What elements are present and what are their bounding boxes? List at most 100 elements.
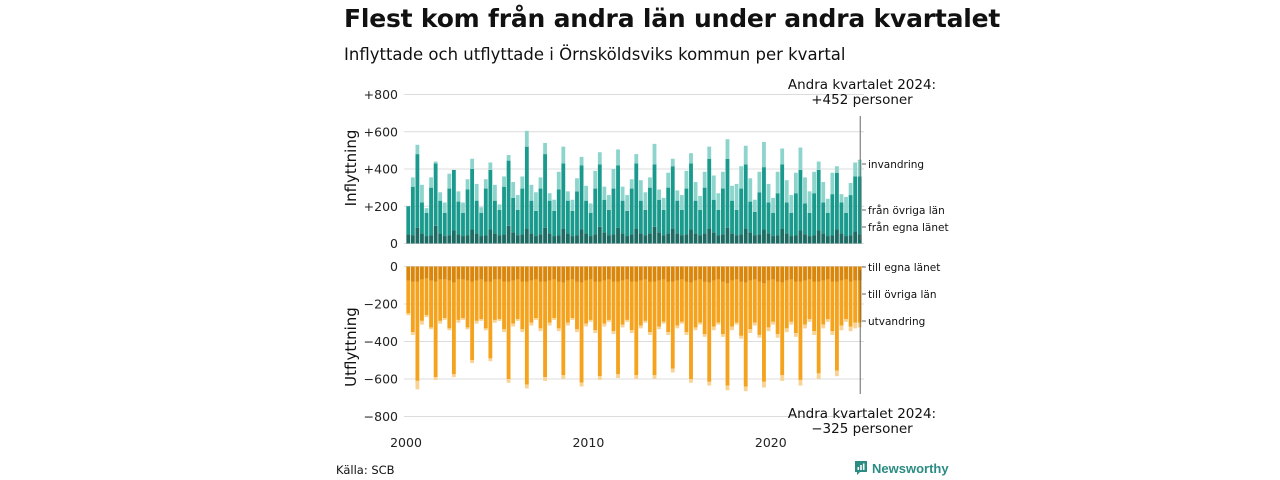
bar-inflow bbox=[629, 234, 634, 244]
y-axis-label: Utflyttning bbox=[342, 307, 360, 387]
bar-inflow bbox=[565, 191, 570, 201]
bar-inflow bbox=[538, 234, 543, 244]
bar-outflow bbox=[611, 331, 616, 334]
bar-inflow bbox=[483, 235, 488, 244]
bar-outflow bbox=[420, 279, 424, 321]
bar-inflow bbox=[456, 201, 461, 235]
bar-outflow bbox=[743, 386, 748, 392]
chart-title: Flest kom från andra län under andra kva… bbox=[344, 4, 1001, 33]
bar-outflow bbox=[698, 322, 703, 325]
bar-inflow bbox=[470, 158, 475, 169]
bar-outflow bbox=[465, 266, 470, 281]
bar-outflow bbox=[816, 281, 821, 374]
bar-outflow bbox=[702, 281, 707, 334]
bar-outflow bbox=[511, 280, 516, 324]
bar-inflow bbox=[451, 169, 456, 231]
bar-inflow bbox=[456, 191, 461, 202]
bar-outflow bbox=[702, 266, 707, 282]
bar-outflow bbox=[725, 266, 730, 284]
bar-inflow bbox=[543, 227, 547, 244]
bar-outflow bbox=[534, 318, 538, 320]
bar-outflow bbox=[748, 266, 753, 281]
bar-inflow bbox=[584, 185, 589, 201]
bar-inflow bbox=[793, 172, 798, 194]
bar-inflow bbox=[771, 197, 775, 213]
bar-inflow bbox=[771, 212, 775, 237]
bar-outflow bbox=[461, 318, 465, 320]
bar-inflow bbox=[825, 236, 830, 244]
bar-outflow bbox=[474, 320, 479, 324]
bar-outflow bbox=[547, 266, 552, 281]
bar-outflow bbox=[479, 319, 484, 321]
bar-outflow bbox=[529, 322, 534, 326]
bar-inflow bbox=[410, 186, 415, 236]
bar-outflow bbox=[561, 282, 566, 376]
bar-inflow bbox=[725, 227, 730, 244]
bar-inflow bbox=[588, 236, 593, 244]
bar-outflow bbox=[556, 328, 561, 332]
bar-inflow bbox=[789, 195, 794, 213]
bar-outflow bbox=[461, 266, 465, 280]
bar-inflow bbox=[762, 141, 766, 168]
bar-outflow bbox=[410, 281, 415, 333]
brand-logo: Newsworthy bbox=[854, 460, 949, 476]
bar-outflow bbox=[429, 280, 433, 328]
bar-outflow bbox=[593, 266, 598, 282]
bar-outflow bbox=[780, 266, 785, 283]
bar-inflow bbox=[438, 192, 443, 201]
bar-inflow bbox=[433, 225, 438, 244]
bar-outflow bbox=[648, 281, 652, 333]
bar-inflow bbox=[853, 176, 858, 232]
bar-outflow bbox=[534, 266, 538, 280]
bar-outflow bbox=[661, 266, 666, 280]
bar-inflow bbox=[684, 170, 689, 189]
bar-outflow bbox=[620, 280, 625, 325]
bar-outflow bbox=[638, 266, 643, 281]
bar-inflow bbox=[597, 226, 602, 244]
bar-outflow bbox=[675, 266, 680, 281]
bar-outflow bbox=[406, 280, 411, 314]
bar-inflow bbox=[611, 169, 616, 189]
bar-outflow bbox=[771, 321, 775, 325]
bar-inflow bbox=[780, 228, 785, 244]
bar-inflow bbox=[675, 200, 680, 234]
axes: 0 +200 +400 +600 +800 Inflyttning 0 −200 −400 −60… bbox=[342, 87, 861, 450]
bar-inflow bbox=[520, 234, 525, 244]
bar-inflow bbox=[848, 235, 853, 244]
bar-inflow bbox=[543, 142, 547, 155]
bar-inflow bbox=[433, 163, 438, 226]
bar-outflow bbox=[565, 280, 570, 323]
bar-outflow bbox=[634, 266, 639, 282]
bar-outflow bbox=[561, 266, 566, 283]
bar-outflow bbox=[451, 282, 456, 375]
bar-inflow bbox=[730, 200, 734, 234]
bar-outflow bbox=[607, 266, 611, 280]
bar-outflow bbox=[565, 266, 570, 281]
bar-outflow bbox=[825, 266, 830, 280]
y-tick-label: 0 bbox=[390, 236, 398, 251]
bar-inflow bbox=[547, 233, 552, 244]
bar-inflow bbox=[593, 170, 598, 189]
bar-outflow bbox=[424, 278, 429, 316]
bar-outflow bbox=[447, 328, 452, 331]
bar-outflow bbox=[456, 279, 461, 320]
bar-inflow bbox=[506, 225, 511, 244]
bar-outflow bbox=[698, 266, 703, 280]
bar-inflow bbox=[689, 163, 693, 230]
bar-inflow bbox=[556, 171, 561, 190]
bar-outflow bbox=[433, 377, 438, 380]
bar-inflow bbox=[429, 235, 433, 244]
bar-inflow bbox=[465, 235, 470, 244]
bar-outflow bbox=[816, 373, 821, 380]
bar-inflow bbox=[739, 188, 744, 235]
bar-inflow bbox=[780, 148, 785, 165]
bar-outflow bbox=[493, 266, 497, 280]
bar-outflow bbox=[552, 266, 557, 280]
bar-inflow bbox=[775, 235, 780, 244]
bar-outflow bbox=[520, 329, 525, 333]
bar-outflow bbox=[429, 266, 433, 281]
bar-inflow bbox=[670, 158, 675, 167]
bar-inflow bbox=[652, 164, 657, 227]
bar-outflow bbox=[775, 281, 780, 334]
series-label-inflow: från övriga län bbox=[868, 204, 945, 217]
